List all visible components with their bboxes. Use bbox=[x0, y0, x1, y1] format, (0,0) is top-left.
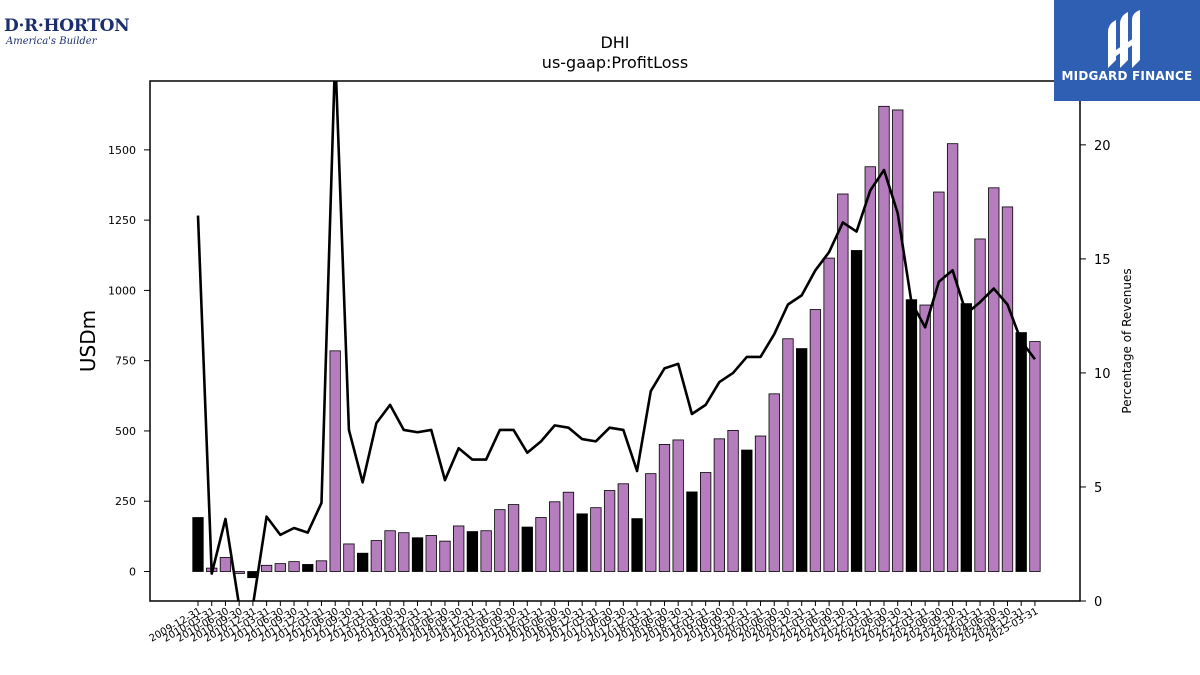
bar bbox=[699, 472, 712, 572]
y2-tick-label: 20 bbox=[1094, 139, 1111, 154]
midgard-mark-icon bbox=[1108, 10, 1140, 68]
bar bbox=[439, 540, 451, 572]
bar bbox=[562, 491, 575, 572]
bar bbox=[494, 509, 506, 572]
bar bbox=[603, 490, 616, 572]
bar bbox=[946, 143, 959, 572]
bar bbox=[741, 449, 753, 572]
bar bbox=[754, 435, 767, 572]
y-axis-label: USDm bbox=[76, 310, 100, 372]
plot-frame bbox=[149, 80, 1081, 602]
bar bbox=[302, 564, 314, 572]
bar bbox=[1001, 206, 1014, 572]
bar bbox=[850, 250, 863, 572]
bar bbox=[782, 338, 794, 572]
bar bbox=[727, 429, 739, 572]
bar bbox=[315, 560, 328, 572]
bar bbox=[933, 191, 945, 572]
bar bbox=[356, 552, 369, 572]
y-tick-label: 1000 bbox=[108, 284, 136, 297]
y-tick-label: 0 bbox=[129, 565, 136, 578]
y2-tick-label: 10 bbox=[1094, 367, 1111, 382]
bar bbox=[219, 557, 232, 572]
y-tick-label: 1500 bbox=[108, 144, 136, 157]
chart-subtitle: us-gaap:ProfitLoss bbox=[542, 53, 688, 72]
bar bbox=[521, 526, 533, 572]
bar bbox=[864, 166, 876, 572]
bar bbox=[796, 348, 808, 572]
logo-left-tagline: America's Builder bbox=[6, 36, 97, 47]
bar bbox=[535, 517, 547, 572]
bar bbox=[192, 517, 204, 572]
bar bbox=[1015, 332, 1027, 572]
bar bbox=[549, 501, 561, 572]
y2-tick-label: 5 bbox=[1094, 481, 1102, 496]
bar bbox=[398, 532, 410, 572]
chart-title: DHI bbox=[600, 33, 629, 52]
bar bbox=[480, 530, 492, 572]
bar bbox=[466, 531, 479, 572]
midgard-finance-logo: MIDGARD FINANCE bbox=[1054, 0, 1200, 101]
bar bbox=[768, 393, 780, 572]
bar bbox=[809, 309, 822, 572]
y-tick-label: 500 bbox=[115, 425, 136, 438]
bar bbox=[411, 537, 424, 572]
bar bbox=[892, 109, 904, 572]
bar bbox=[974, 238, 986, 572]
bar bbox=[919, 304, 931, 572]
bar bbox=[576, 513, 588, 572]
bar bbox=[878, 105, 890, 572]
bar bbox=[260, 564, 273, 572]
y-tick-label: 750 bbox=[115, 355, 136, 368]
bar bbox=[384, 530, 396, 572]
bar bbox=[617, 483, 629, 572]
bar bbox=[823, 257, 835, 572]
bar bbox=[960, 303, 972, 572]
line-series bbox=[196, 81, 1036, 601]
y-tick-label: 1250 bbox=[108, 214, 136, 227]
dr-horton-logo: D·R·HORTON America's Builder bbox=[4, 16, 130, 58]
bar bbox=[329, 350, 341, 572]
bar bbox=[274, 563, 286, 572]
bar bbox=[713, 438, 726, 572]
bar bbox=[1029, 341, 1041, 572]
y2-axis-label: Percentage of Revenues bbox=[1120, 268, 1134, 413]
bar bbox=[453, 525, 465, 572]
bar bbox=[288, 561, 300, 572]
bar bbox=[988, 187, 1000, 572]
bar bbox=[425, 535, 437, 572]
bar bbox=[590, 507, 602, 572]
bar bbox=[631, 518, 643, 572]
bar bbox=[343, 543, 355, 572]
y2-tick-label: 15 bbox=[1094, 253, 1111, 268]
y-tick-label: 250 bbox=[115, 495, 136, 508]
bar bbox=[837, 193, 849, 572]
logo-right-wordmark: MIDGARD FINANCE bbox=[1061, 69, 1193, 83]
bar bbox=[507, 504, 520, 572]
bar bbox=[233, 571, 245, 574]
y2-tick-label: 0 bbox=[1094, 595, 1102, 610]
bar bbox=[905, 299, 918, 572]
bar bbox=[370, 540, 383, 572]
bar bbox=[672, 439, 684, 572]
logo-left-brand: D·R·HORTON bbox=[4, 16, 130, 36]
bar bbox=[645, 473, 657, 572]
bar bbox=[658, 444, 671, 572]
bar bbox=[686, 491, 698, 572]
